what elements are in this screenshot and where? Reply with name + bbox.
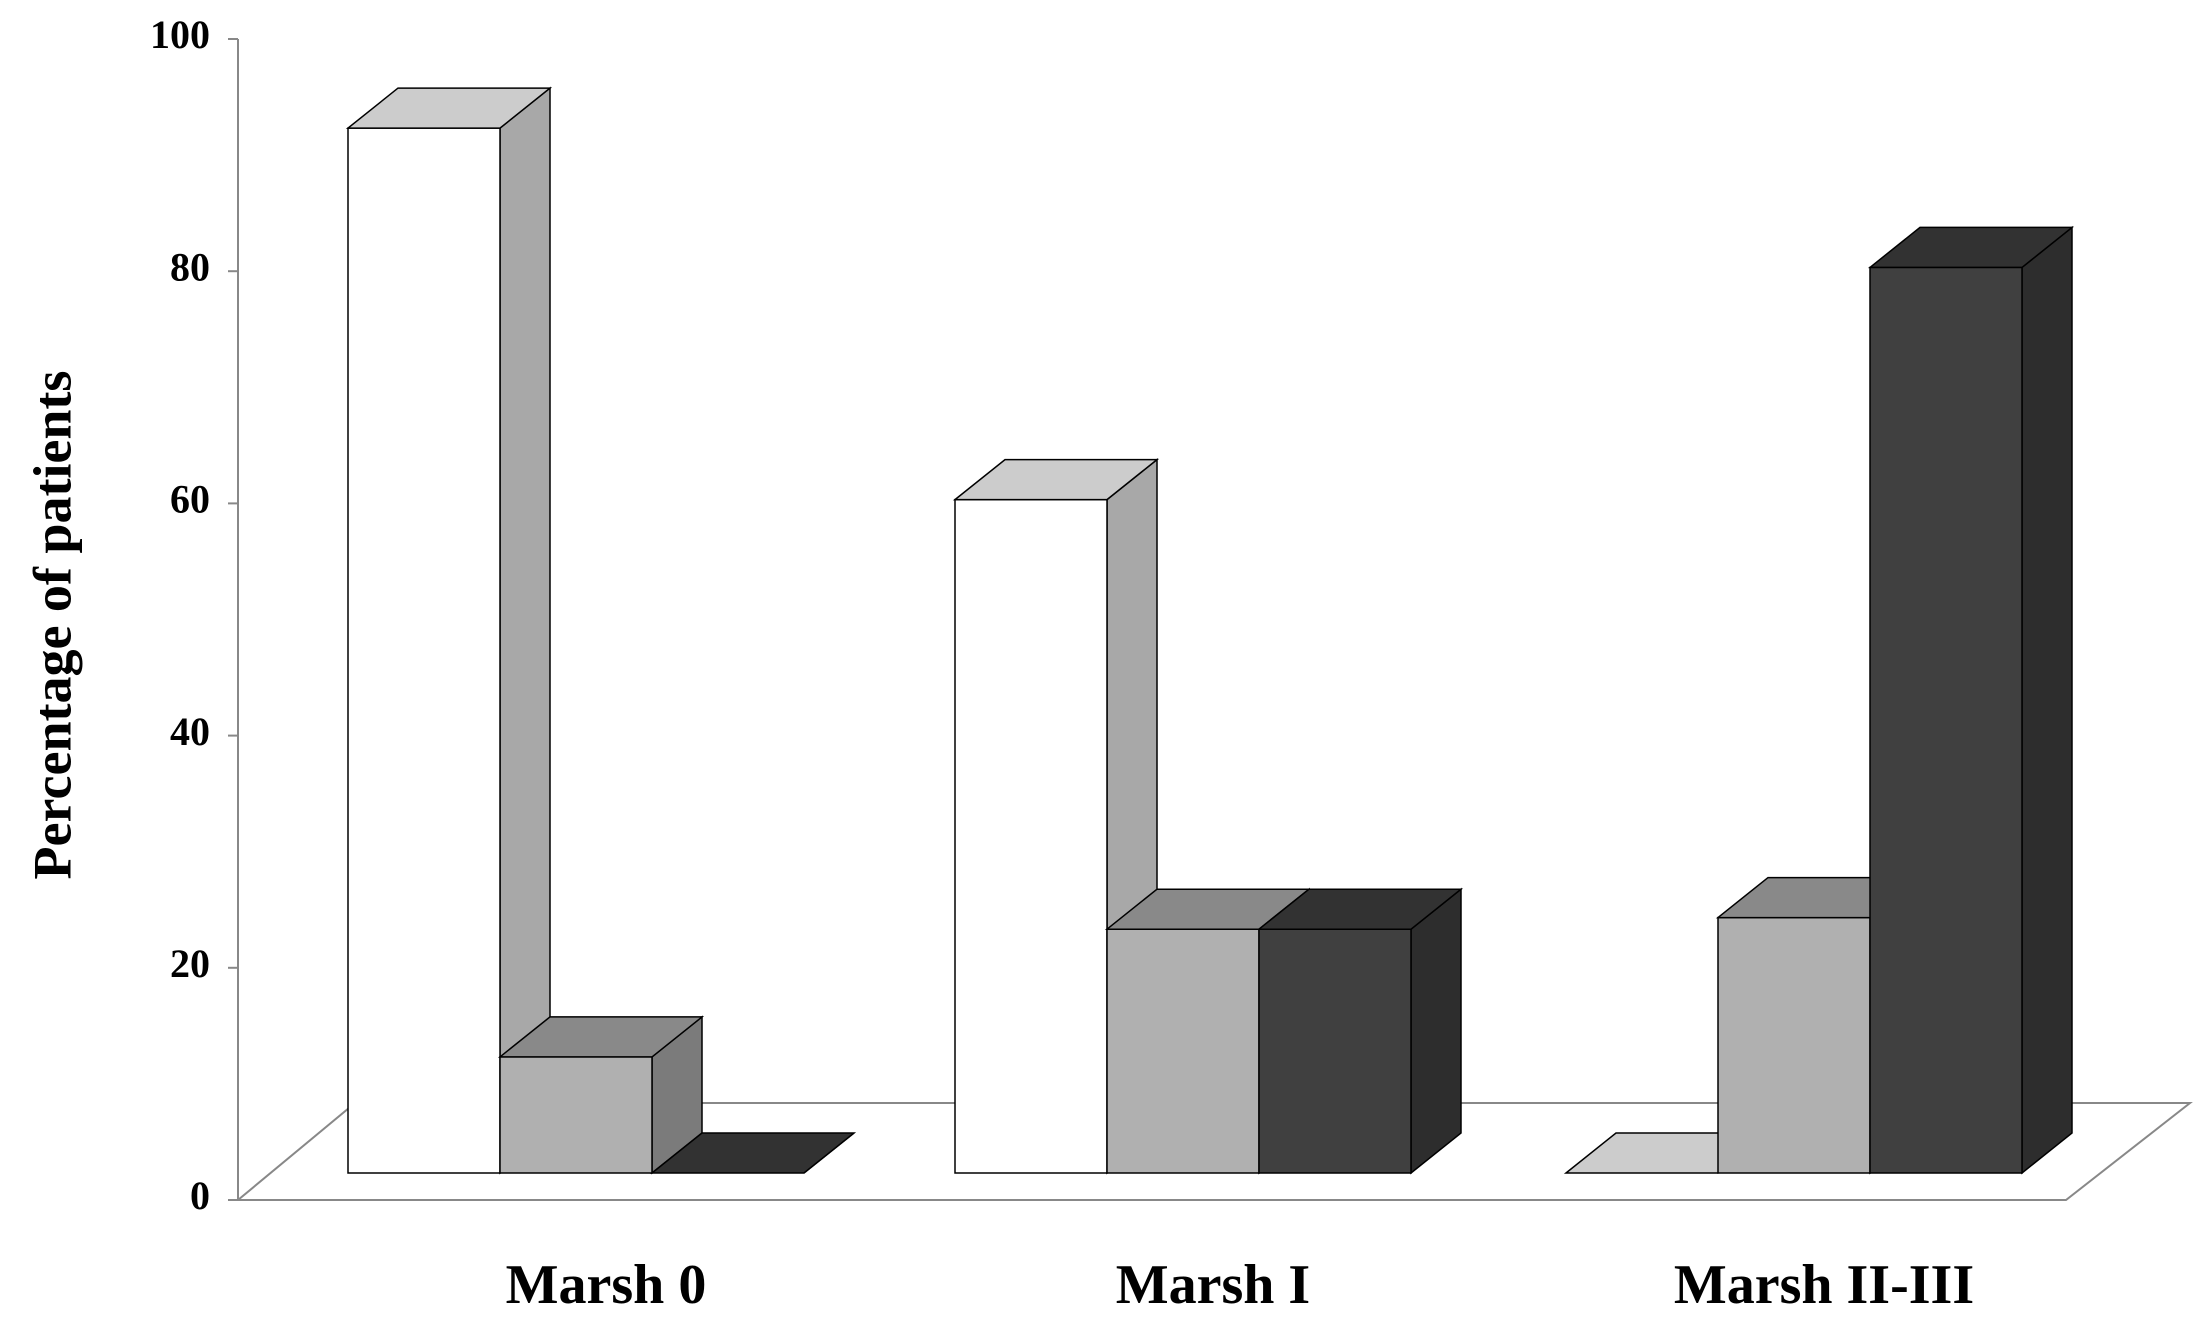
bar-top: [497, 1016, 705, 1058]
bar-side: [499, 86, 551, 1175]
y-tick-label: 80: [170, 244, 210, 289]
bar: [1106, 928, 1260, 1174]
x-tick-label: Marsh I: [1116, 1254, 1310, 1316]
x-tick-label: Marsh II-III: [1674, 1254, 1974, 1316]
bar: [347, 127, 501, 1174]
y-tick-label: 100: [150, 12, 210, 57]
y-axis-label: Percentage of patients: [22, 371, 82, 880]
bar: [954, 498, 1108, 1174]
bar: [1258, 928, 1412, 1174]
bar: [1717, 916, 1871, 1174]
bar-top: [952, 458, 1160, 501]
x-tick-label: Marsh 0: [506, 1254, 707, 1316]
y-tick-label: 40: [170, 709, 210, 754]
bar-top: [1256, 888, 1464, 930]
bar-side: [1410, 887, 1462, 1175]
bar-top: [1867, 226, 2075, 269]
y-tick-label: 60: [170, 477, 210, 522]
bar-side: [2021, 225, 2073, 1175]
bar: [1869, 266, 2023, 1174]
y-tick-label: 0: [190, 1173, 210, 1218]
bar-top: [345, 87, 553, 129]
bar: [499, 1056, 653, 1174]
bar-top: [649, 1132, 857, 1174]
y-tick-label: 20: [170, 941, 210, 986]
